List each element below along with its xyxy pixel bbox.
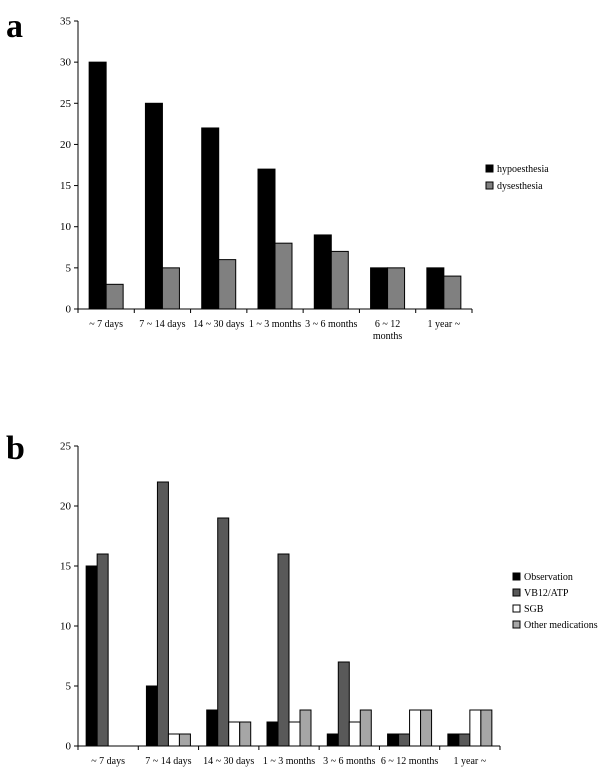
bar-dysesthesia [161,267,180,310]
x-tick-label: 7 ~ 14 days [145,756,191,767]
bar-other-medications [239,721,252,747]
bar-observation [326,733,339,747]
bar-other-medications [359,709,372,747]
bar-vb12-atp [277,553,290,747]
bar-hypoesthesia [144,102,163,310]
legend-swatch [485,164,494,173]
y-tick-label: 10 [60,621,72,633]
panel-label-b: b [6,430,25,467]
y-tick-label: 10 [60,221,72,233]
bar-observation [447,733,460,747]
bar-observation [145,685,158,747]
legend-swatch [485,181,494,190]
x-tick-label: 1 year ~ [428,319,461,330]
x-tick-label: 6 ~ 12 [375,319,400,330]
bar-observation [266,721,279,747]
y-tick-label: 0 [66,741,72,753]
x-tick-label: months [373,331,403,342]
bar-sgb [469,709,482,747]
bar-sgb [228,721,241,747]
x-tick-label: 3 ~ 6 months [323,756,375,767]
bar-other-medications [480,709,493,747]
y-tick-label: 0 [66,304,72,316]
x-tick-label: 1 year ~ [454,756,487,767]
x-tick-label: 1 ~ 3 months [249,319,301,330]
y-tick-label: 25 [60,441,72,453]
x-tick-label: 14 ~ 30 days [193,319,244,330]
legend-label: SGB [524,604,544,615]
x-tick-label: ~ 7 days [91,756,125,767]
legend-swatch [512,620,521,629]
bar-dysesthesia [330,250,349,310]
bar-sgb [167,733,180,747]
bar-dysesthesia [274,242,293,310]
y-tick-label: 20 [60,501,72,513]
bar-hypoesthesia [257,168,276,310]
legend-label: VB12/ATP [524,588,569,599]
y-tick-label: 5 [66,681,72,693]
bar-dysesthesia [443,275,462,310]
x-tick-label: 14 ~ 30 days [203,756,254,767]
legend-label: Other medications [524,620,598,631]
bar-observation [85,565,98,747]
bar-sgb [409,709,422,747]
x-tick-label: 7 ~ 14 days [139,319,185,330]
y-tick-label: 20 [60,139,72,151]
y-tick-label: 35 [60,16,72,28]
bar-dysesthesia [105,283,124,310]
bar-observation [387,733,400,747]
bar-sgb [288,721,301,747]
bar-vb12-atp [398,733,411,747]
bar-dysesthesia [218,259,237,310]
legend-label: hypoesthesia [497,164,549,175]
bar-other-medications [420,709,433,747]
bar-observation [206,709,219,747]
bar-other-medications [178,733,191,747]
bar-other-medications [299,709,312,747]
legend-swatch [512,572,521,581]
bar-vb12-atp [337,661,350,747]
bar-hypoesthesia [201,127,220,310]
legend-label: Observation [524,572,573,583]
bar-vb12-atp [156,481,169,747]
x-tick-label: 1 ~ 3 months [263,756,315,767]
bar-vb12-atp [96,553,109,747]
y-tick-label: 15 [60,561,72,573]
panel-label-a: a [6,8,23,45]
legend-label: dysesthesia [497,181,543,192]
x-tick-label: 3 ~ 6 months [305,319,357,330]
bar-sgb [348,721,361,747]
bar-dysesthesia [387,267,406,310]
y-tick-label: 30 [60,57,72,69]
y-tick-label: 5 [66,262,72,274]
y-tick-label: 15 [60,180,72,192]
legend-swatch [512,588,521,597]
bar-hypoesthesia [88,61,107,310]
x-tick-label: 6 ~ 12 months [381,756,438,767]
bar-vb12-atp [458,733,471,747]
y-tick-label: 25 [60,98,72,110]
bar-vb12-atp [217,517,230,747]
x-tick-label: ~ 7 days [89,319,123,330]
legend-swatch [512,604,521,613]
